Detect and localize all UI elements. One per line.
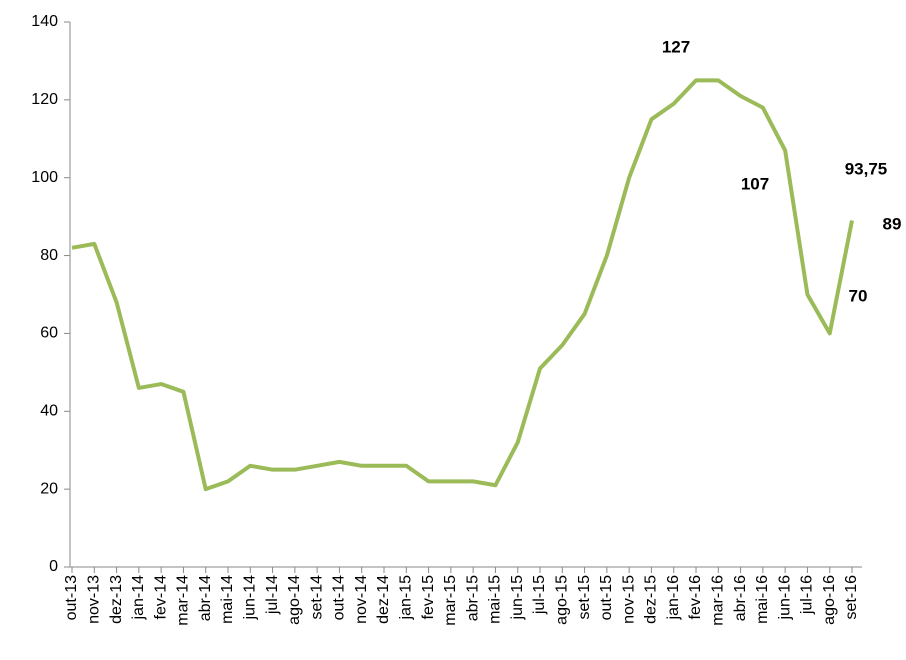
x-tick-label: abr-14 xyxy=(197,575,214,621)
x-tick-label: fev-16 xyxy=(687,575,704,620)
x-tick-label: set-14 xyxy=(308,575,325,620)
x-tick-label: nov-15 xyxy=(620,575,637,624)
x-tick-label: abr-16 xyxy=(732,575,749,621)
x-tick-label: jan-14 xyxy=(130,575,147,621)
annotation: 93,75 xyxy=(845,159,888,178)
x-tick-label: ago-16 xyxy=(821,575,838,625)
y-tick-label: 120 xyxy=(31,91,58,108)
y-tick-label: 20 xyxy=(40,480,58,497)
line-series xyxy=(71,78,854,492)
annotation: 127 xyxy=(662,37,690,56)
x-tick-label: set-15 xyxy=(576,575,593,620)
x-tick-label: ago-14 xyxy=(286,575,303,625)
x-tick-label: fev-15 xyxy=(420,575,437,620)
x-tick-label: abr-15 xyxy=(464,575,481,621)
x-tick-label: jan-16 xyxy=(665,575,682,621)
x-tick-label: nov-14 xyxy=(353,575,370,624)
x-tick-label: dez-13 xyxy=(108,575,125,624)
annotation: 89 xyxy=(883,214,902,233)
y-tick-label: 80 xyxy=(40,247,58,264)
x-tick-label: out-14 xyxy=(331,575,348,620)
x-tick-label: dez-14 xyxy=(375,575,392,624)
x-tick-label: out-13 xyxy=(63,575,80,620)
x-tick-label: jan-15 xyxy=(398,575,415,621)
x-tick-label: mai-15 xyxy=(487,575,504,624)
x-tick-label: set-16 xyxy=(843,575,860,620)
annotation: 70 xyxy=(849,286,868,305)
x-tick-label: mai-16 xyxy=(754,575,771,624)
y-tick-label: 100 xyxy=(31,169,58,186)
x-tick-label: mar-14 xyxy=(175,575,192,626)
x-tick-label: jun-15 xyxy=(509,575,526,621)
x-tick-label: jul-14 xyxy=(264,575,281,615)
y-tick-label: 140 xyxy=(31,13,58,30)
x-tick-label: out-15 xyxy=(598,575,615,620)
x-tick-label: ago-15 xyxy=(554,575,571,625)
y-tick-label: 0 xyxy=(49,558,58,575)
x-tick-label: jun-14 xyxy=(242,575,259,621)
y-tick-label: 40 xyxy=(40,403,58,420)
x-tick-label: mar-15 xyxy=(442,575,459,626)
x-tick-label: jun-16 xyxy=(776,575,793,621)
x-tick-label: mai-14 xyxy=(219,575,236,624)
x-tick-label: nov-13 xyxy=(86,575,103,624)
annotation: 107 xyxy=(741,174,769,193)
x-tick-label: dez-15 xyxy=(643,575,660,624)
x-tick-label: jul-16 xyxy=(799,575,816,615)
x-tick-label: jul-15 xyxy=(531,575,548,615)
x-tick-label: mar-16 xyxy=(710,575,727,626)
y-tick-label: 60 xyxy=(40,325,58,342)
x-tick-label: fev-14 xyxy=(152,575,169,620)
